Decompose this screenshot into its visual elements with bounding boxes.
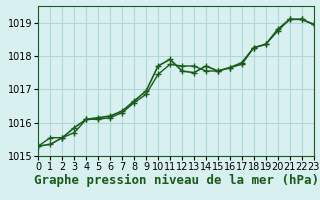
X-axis label: Graphe pression niveau de la mer (hPa): Graphe pression niveau de la mer (hPa) <box>34 174 318 187</box>
